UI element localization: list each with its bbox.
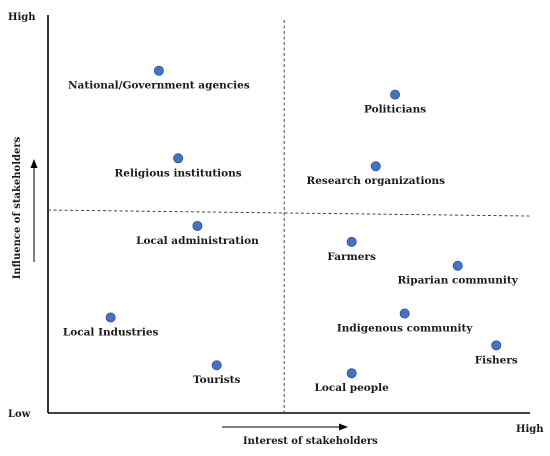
point-marker [192, 220, 203, 231]
point-label: National/Government agencies [68, 80, 250, 92]
point-marker [390, 89, 401, 100]
data-point: Local people [315, 368, 390, 394]
point-label: Fishers [475, 354, 518, 366]
data-point: Fishers [475, 340, 518, 366]
data-point: Local administration [136, 220, 259, 247]
x-axis-title: Interest of stakeholders [243, 436, 378, 447]
point-label: Indigenous community [337, 323, 473, 335]
data-point: Politicians [364, 89, 426, 116]
axes [47, 15, 530, 414]
axis-arrows [30, 159, 348, 431]
point-label: Politicians [364, 104, 426, 116]
data-point: Tourists [193, 360, 241, 386]
point-label: Local people [315, 382, 390, 394]
data-point: Farmers [327, 236, 376, 263]
x-high-label: High [516, 424, 544, 435]
data-point: Riparian community [398, 260, 519, 287]
point-label: Tourists [193, 374, 241, 386]
quadrant-dividers [47, 20, 531, 413]
y-arrow-head [30, 159, 38, 168]
data-point: Local Industries [63, 312, 159, 338]
data-point: Indigenous community [337, 308, 473, 335]
point-marker [105, 312, 116, 323]
point-marker [173, 153, 184, 164]
horizontal-divider [47, 209, 531, 217]
data-point: National/Government agencies [68, 65, 250, 92]
point-label: Farmers [327, 251, 376, 263]
data-point: Research organizations [307, 161, 446, 187]
point-marker [211, 360, 222, 371]
point-marker [153, 65, 164, 76]
point-marker [370, 161, 381, 172]
point-label: Local Industries [63, 326, 159, 338]
point-marker [452, 260, 463, 271]
data-point: Religious institutions [115, 153, 242, 179]
low-label: Low [8, 409, 31, 420]
data-points: National/Government agencies Politicians R… [63, 65, 519, 394]
point-label: Riparian community [398, 275, 519, 287]
y-axis-title: Influence of stakeholders [12, 136, 23, 279]
point-label: Local administration [136, 235, 259, 247]
point-label: Research organizations [307, 175, 446, 187]
point-marker [399, 308, 410, 319]
point-marker [346, 368, 357, 379]
y-high-label: High [8, 12, 36, 23]
x-arrow-head [339, 423, 348, 431]
point-label: Religious institutions [115, 167, 242, 179]
point-marker [491, 340, 502, 351]
point-marker [346, 236, 357, 247]
